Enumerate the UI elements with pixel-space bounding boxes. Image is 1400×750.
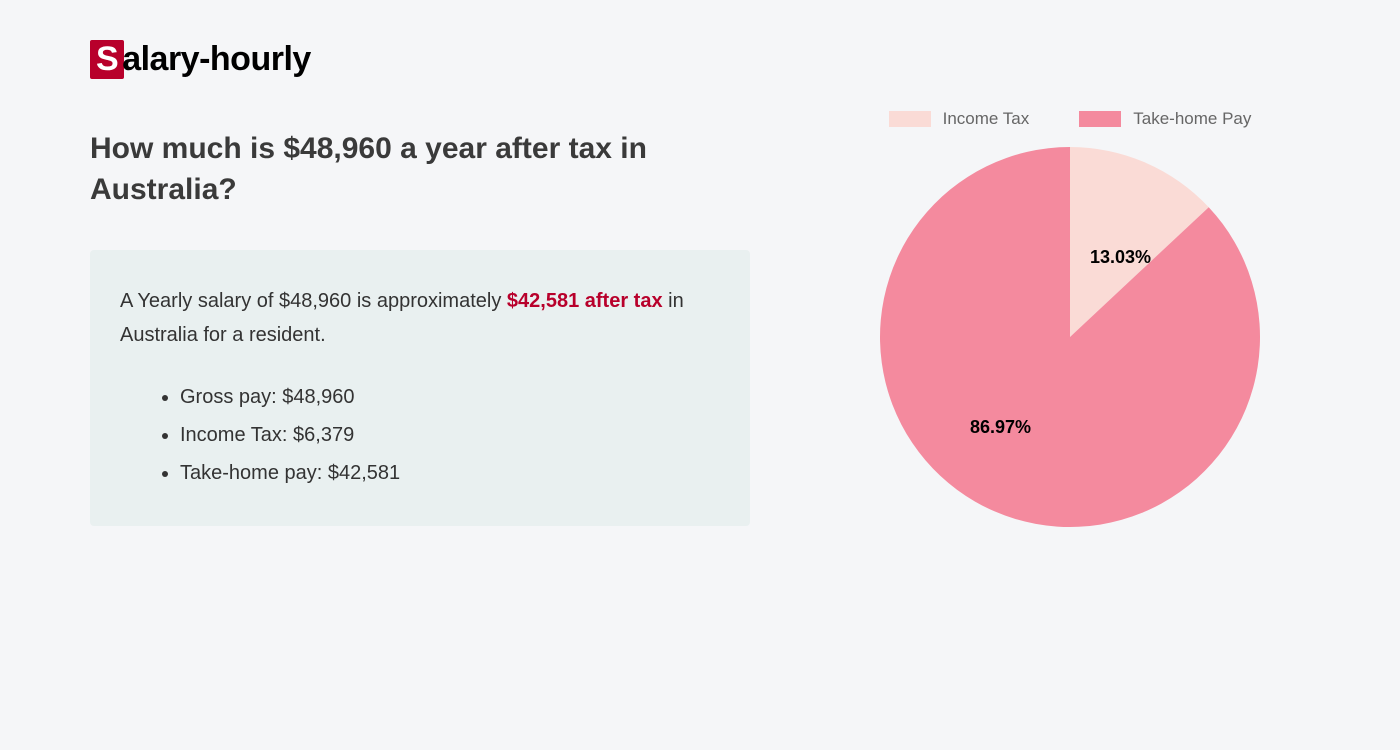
legend-label: Income Tax [943, 109, 1030, 129]
legend-item: Income Tax [889, 109, 1030, 129]
summary-prefix: A Yearly salary of $48,960 is approximat… [120, 290, 507, 312]
logo-rest: alary-hourly [122, 40, 311, 78]
logo-s-block: S [90, 40, 124, 79]
pie-slice-label: 13.03% [1090, 247, 1151, 268]
legend-swatch [1079, 111, 1121, 127]
content-row: How much is $48,960 a year after tax in … [90, 129, 1310, 527]
bullet-list: Gross pay: $48,960 Income Tax: $6,379 Ta… [120, 378, 720, 492]
bullet-item: Take-home pay: $42,581 [180, 454, 720, 492]
legend-label: Take-home Pay [1133, 109, 1251, 129]
site-logo: Salary-hourly [90, 40, 1310, 79]
right-column: Income Tax Take-home Pay 13.03% 86.97% [830, 109, 1310, 527]
page-heading: How much is $48,960 a year after tax in … [90, 129, 750, 210]
legend-swatch [889, 111, 931, 127]
pie-chart: 13.03% 86.97% [880, 147, 1260, 527]
legend-item: Take-home Pay [1079, 109, 1251, 129]
chart-legend: Income Tax Take-home Pay [889, 109, 1252, 129]
pie-slice-label: 86.97% [970, 417, 1031, 438]
summary-text: A Yearly salary of $48,960 is approximat… [120, 284, 720, 352]
bullet-item: Gross pay: $48,960 [180, 378, 720, 416]
summary-highlight: $42,581 after tax [507, 290, 663, 312]
bullet-item: Income Tax: $6,379 [180, 416, 720, 454]
left-column: How much is $48,960 a year after tax in … [90, 129, 750, 526]
summary-box: A Yearly salary of $48,960 is approximat… [90, 250, 750, 526]
pie-svg [880, 147, 1260, 527]
